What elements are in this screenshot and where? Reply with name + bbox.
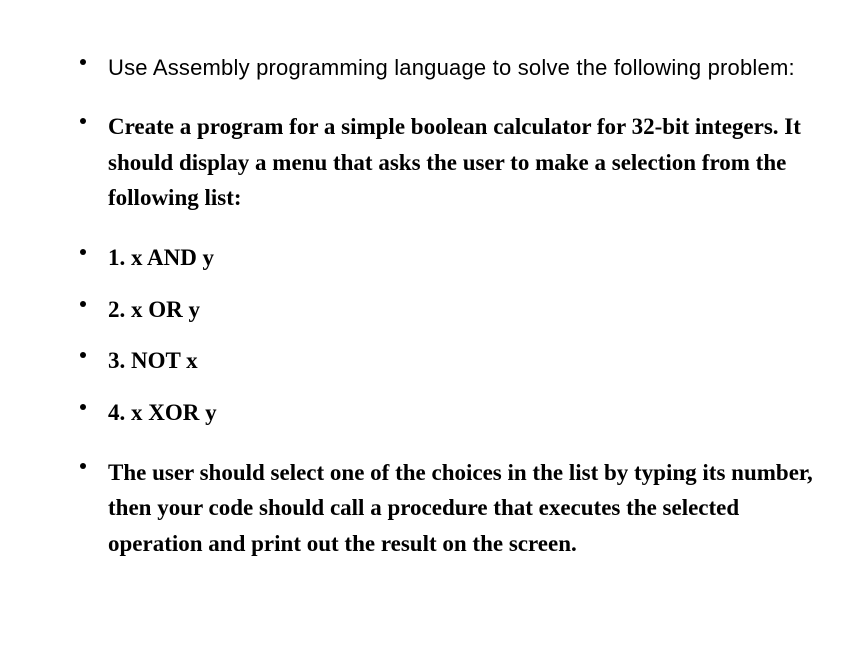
list-item: 1. x AND y bbox=[60, 240, 820, 276]
list-item: 2. x OR y bbox=[60, 292, 820, 328]
bullet-icon bbox=[80, 404, 86, 410]
bullet-icon bbox=[80, 352, 86, 358]
bullet-icon bbox=[80, 249, 86, 255]
list-item: The user should select one of the choice… bbox=[60, 455, 820, 562]
list-item-text: 2. x OR y bbox=[108, 297, 200, 322]
list-item-text: 4. x XOR y bbox=[108, 400, 217, 425]
bullet-list: Use Assembly programming language to sol… bbox=[60, 50, 820, 562]
bullet-icon bbox=[80, 301, 86, 307]
bullet-icon bbox=[80, 463, 86, 469]
document-page: Use Assembly programming language to sol… bbox=[0, 0, 860, 648]
bullet-icon bbox=[80, 118, 86, 124]
list-item: 4. x XOR y bbox=[60, 395, 820, 431]
bullet-icon bbox=[80, 59, 86, 65]
list-item: Use Assembly programming language to sol… bbox=[60, 50, 820, 85]
list-item-text: The user should select one of the choice… bbox=[108, 460, 813, 556]
list-item-text: 3. NOT x bbox=[108, 348, 198, 373]
list-item: Create a program for a simple boolean ca… bbox=[60, 109, 820, 216]
list-item-text: 1. x AND y bbox=[108, 245, 214, 270]
list-item-text: Create a program for a simple boolean ca… bbox=[108, 114, 801, 210]
list-item: 3. NOT x bbox=[60, 343, 820, 379]
list-item-text: Use Assembly programming language to sol… bbox=[108, 55, 795, 80]
